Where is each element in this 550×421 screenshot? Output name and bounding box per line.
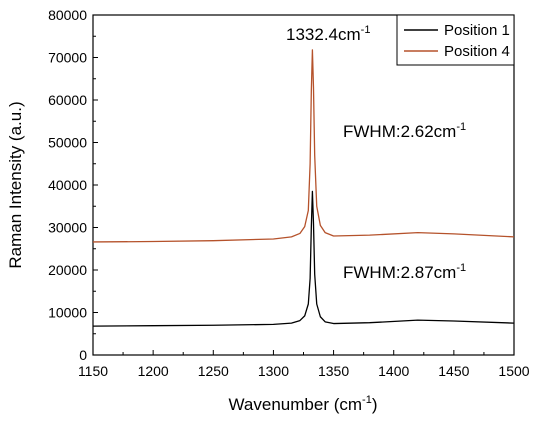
x-tick-label: 1300 [258,363,289,379]
y-tick-label: 60000 [48,92,87,108]
x-axis-ticks: 1150 1200 1250 1300 1350 1400 1450 1500 [78,350,530,379]
y-tick-label: 30000 [48,220,87,236]
y-tick-label: 20000 [48,262,87,278]
series-line-position-4 [92,49,515,243]
fwhm-position1-annotation: FWHM:2.87cm-1 [343,262,466,282]
series-layer [92,49,515,327]
series-line-position-1 [92,190,515,327]
y-axis-ticks: 0 10000 20000 30000 40000 50000 60000 70000 8000… [48,7,98,363]
y-axis-label: Raman Intensity (a.u.) [6,101,25,268]
x-tick-label: 1150 [78,363,108,379]
x-tick-label: 1350 [318,363,349,379]
y-tick-label: 0 [79,347,87,363]
y-tick-label: 10000 [48,305,87,321]
legend-label-position-4: Position 4 [444,43,510,60]
fwhm-position4-annotation: FWHM:2.62cm-1 [343,121,466,141]
x-tick-label: 1500 [498,363,529,379]
peak-annotation: 1332.4cm-1 [286,24,370,44]
y-tick-label: 40000 [48,177,87,193]
y-tick-label: 70000 [48,50,87,66]
x-axis-label: Wavenumber (cm-1) [229,394,378,414]
legend-box [396,14,515,66]
x-tick-label: 1250 [198,363,229,379]
y-tick-label: 80000 [48,7,87,23]
legend-label-position-1: Position 1 [444,22,510,39]
legend: Position 1 Position 4 [396,14,515,66]
x-tick-label: 1450 [438,363,469,379]
plot-frame [92,14,515,356]
x-tick-label: 1400 [378,363,409,379]
x-tick-label: 1200 [138,363,169,379]
y-tick-label: 50000 [48,135,87,151]
